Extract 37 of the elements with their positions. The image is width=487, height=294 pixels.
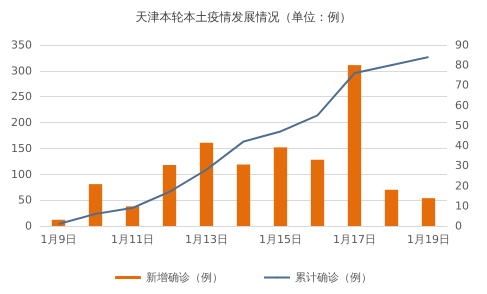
y2-tick-label: 50 (455, 118, 469, 132)
bar (310, 160, 324, 226)
bar (162, 164, 176, 226)
bar (422, 198, 436, 226)
y2-tick-label: 10 (455, 199, 469, 212)
y2-tick-label: 30 (455, 159, 469, 172)
bar (384, 190, 398, 226)
chart-title: 天津本轮本土疫情发展情况（单位：例） (136, 10, 352, 24)
y2-tick-label: 40 (455, 139, 469, 152)
x-tick-label: 1月13日 (185, 233, 228, 246)
y-tick-label: 200 (11, 116, 32, 130)
bar (200, 142, 214, 226)
bar (236, 164, 250, 226)
legend-label: 新增确诊（例） (146, 271, 223, 284)
y2-tick-label: 70 (455, 78, 469, 92)
y-tick-label: 50 (18, 194, 32, 207)
y-tick-label: 0 (25, 220, 32, 232)
x-tick-label: 1月19日 (407, 233, 450, 246)
x-tick-label: 1月17日 (333, 233, 376, 246)
x-tick-label: 1月9日 (40, 233, 76, 246)
y2-tick-label: 90 (455, 38, 469, 52)
x-tick-label: 1月11日 (111, 233, 154, 246)
line-series (58, 56, 430, 225)
y2-tick-label: 20 (455, 179, 469, 192)
y-tick-label: 100 (11, 168, 32, 181)
y2-tick-label: 60 (455, 98, 469, 112)
bar (88, 184, 102, 226)
y-tick-label: 150 (11, 142, 32, 155)
y-tick-label: 250 (11, 90, 32, 104)
bar (274, 147, 288, 226)
y-tick-label: 350 (11, 38, 32, 52)
legend-label: 累计确诊（例） (295, 271, 372, 284)
y2-tick-label: 80 (455, 58, 469, 72)
y2-tick-label: 0 (455, 220, 462, 232)
bar (348, 65, 362, 226)
x-tick-label: 1月15日 (259, 233, 302, 246)
y-tick-label: 300 (11, 64, 32, 78)
